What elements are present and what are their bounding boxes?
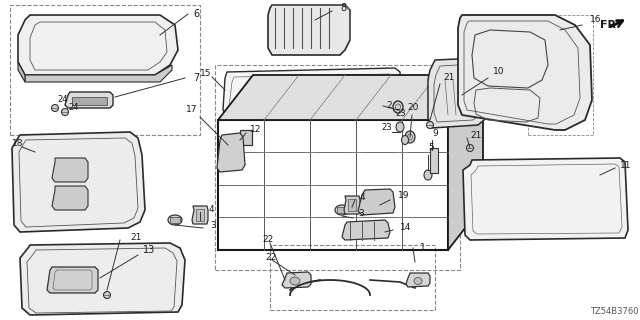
Polygon shape: [223, 68, 402, 115]
Ellipse shape: [104, 292, 111, 299]
Text: 11: 11: [620, 161, 632, 170]
Ellipse shape: [61, 108, 68, 116]
Text: 6: 6: [193, 9, 199, 19]
Text: 13: 13: [143, 245, 156, 255]
Ellipse shape: [414, 277, 422, 284]
Polygon shape: [47, 267, 98, 293]
Text: 23: 23: [381, 124, 392, 132]
Bar: [218, 120, 448, 250]
Polygon shape: [344, 196, 360, 214]
Text: 9: 9: [432, 129, 438, 138]
Bar: [270, 245, 435, 310]
Text: 15: 15: [200, 68, 211, 77]
Text: 24: 24: [57, 95, 67, 105]
Polygon shape: [20, 243, 185, 315]
Polygon shape: [25, 65, 172, 82]
Ellipse shape: [401, 135, 408, 145]
Text: 8: 8: [340, 3, 346, 13]
Text: 18: 18: [12, 139, 24, 148]
Text: 10: 10: [493, 68, 504, 76]
Text: 17: 17: [186, 106, 198, 115]
Ellipse shape: [168, 215, 182, 225]
Polygon shape: [406, 273, 430, 287]
Text: 23: 23: [395, 109, 406, 118]
Bar: [215, 65, 460, 270]
Text: 20: 20: [407, 103, 419, 113]
Text: 4: 4: [360, 194, 365, 203]
Ellipse shape: [335, 205, 349, 215]
Polygon shape: [18, 15, 178, 75]
Polygon shape: [448, 75, 483, 250]
Ellipse shape: [405, 131, 415, 143]
Bar: [337, 207, 347, 213]
Text: 2: 2: [386, 100, 392, 109]
Ellipse shape: [426, 122, 433, 129]
Text: 22: 22: [262, 236, 273, 244]
Ellipse shape: [393, 101, 403, 113]
Text: 24: 24: [68, 102, 79, 111]
Ellipse shape: [467, 145, 474, 151]
Text: 3: 3: [210, 220, 216, 229]
Polygon shape: [463, 158, 628, 240]
Polygon shape: [52, 158, 88, 182]
Text: TZ54B3760: TZ54B3760: [590, 308, 639, 316]
Text: FR.: FR.: [600, 20, 621, 30]
Ellipse shape: [51, 105, 58, 111]
Polygon shape: [342, 220, 390, 240]
Bar: [348, 199, 356, 211]
Polygon shape: [192, 206, 208, 224]
Bar: [10, 5, 200, 135]
Bar: [240, 130, 252, 145]
Text: 4: 4: [209, 205, 214, 214]
Polygon shape: [268, 5, 350, 55]
Ellipse shape: [290, 277, 300, 285]
Polygon shape: [218, 75, 483, 120]
Text: 3: 3: [358, 209, 364, 218]
Bar: [72, 97, 107, 105]
Text: 21: 21: [470, 131, 481, 140]
Polygon shape: [282, 272, 311, 288]
Text: 16: 16: [590, 15, 602, 25]
Polygon shape: [12, 132, 145, 232]
Polygon shape: [458, 15, 592, 130]
Text: 19: 19: [398, 190, 410, 199]
Text: 21: 21: [443, 74, 454, 83]
Text: 1: 1: [420, 244, 426, 252]
Polygon shape: [217, 133, 245, 172]
Polygon shape: [18, 62, 25, 82]
Polygon shape: [428, 58, 495, 128]
Bar: [528, 15, 593, 135]
Text: 5: 5: [428, 143, 434, 153]
Text: 7: 7: [193, 73, 199, 83]
Bar: [170, 217, 180, 223]
Ellipse shape: [424, 170, 432, 180]
Polygon shape: [52, 186, 88, 210]
Polygon shape: [65, 92, 113, 108]
Polygon shape: [358, 189, 395, 215]
Bar: [196, 209, 204, 221]
Text: 22: 22: [265, 253, 276, 262]
Text: 12: 12: [250, 125, 261, 134]
Bar: [430, 148, 438, 173]
Text: 21: 21: [130, 234, 141, 243]
Ellipse shape: [396, 122, 404, 132]
Text: 14: 14: [400, 223, 412, 233]
